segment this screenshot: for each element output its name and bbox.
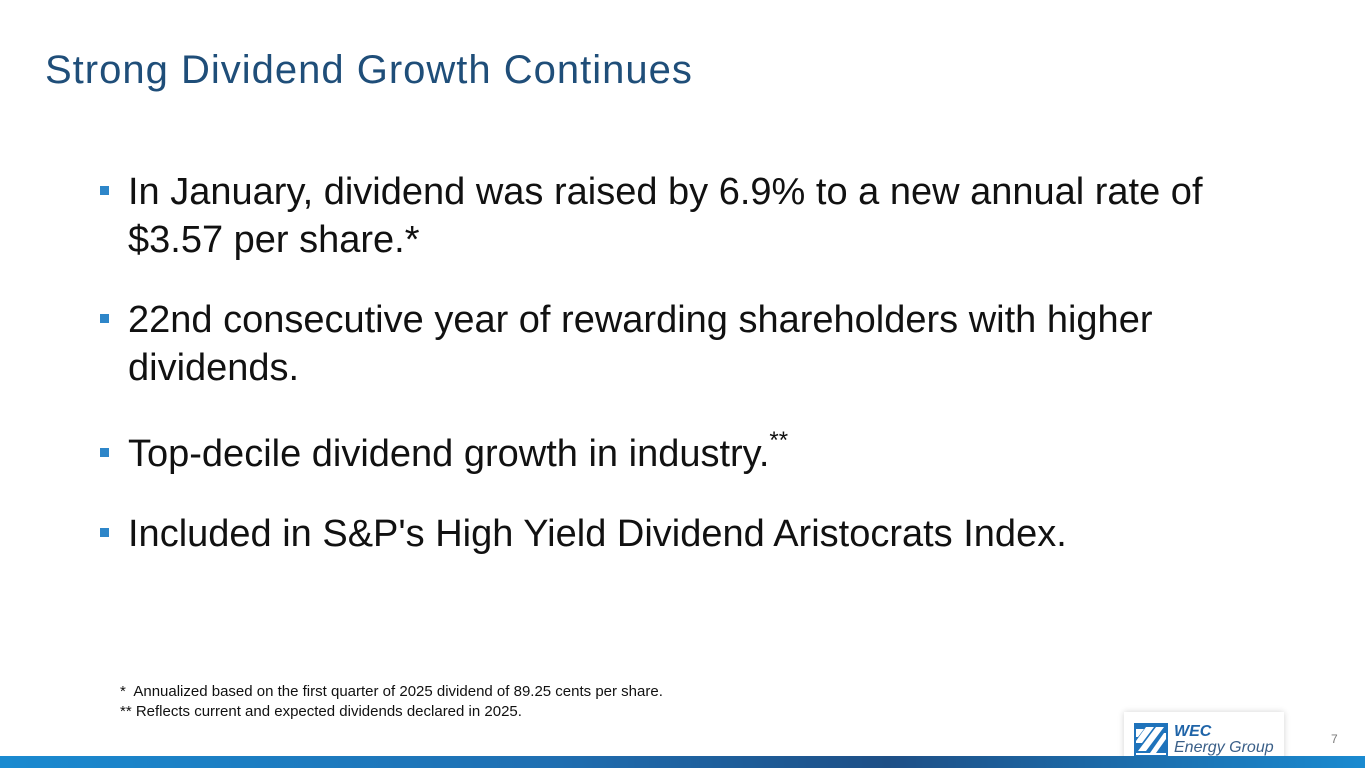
- footnotes: * Annualized based on the first quarter …: [120, 682, 663, 722]
- bullet-item: Top-decile dividend growth in industry.*…: [98, 427, 1298, 478]
- footnote-1: * Annualized based on the first quarter …: [120, 683, 663, 700]
- square-bullet-icon: [100, 448, 109, 457]
- bottom-accent-bar: [0, 756, 1365, 768]
- logo-wordmark: WEC Energy Group: [1174, 724, 1274, 756]
- footnote-2: ** Reflects current and expected dividen…: [120, 703, 522, 720]
- bullet-text: In January, dividend was raised by 6.9% …: [128, 171, 1203, 261]
- bullet-item: 22nd consecutive year of rewarding share…: [98, 296, 1298, 392]
- wec-logo-icon: [1134, 723, 1168, 757]
- company-logo: WEC Energy Group: [1124, 712, 1284, 768]
- bullet-item: Included in S&P's High Yield Dividend Ar…: [98, 510, 1298, 558]
- bullet-item: In January, dividend was raised by 6.9% …: [98, 168, 1298, 264]
- bullet-list: In January, dividend was raised by 6.9% …: [98, 168, 1298, 558]
- bullet-text: 22nd consecutive year of rewarding share…: [128, 299, 1153, 389]
- footnote-marker: **: [769, 427, 789, 455]
- logo-line-1: WEC: [1174, 723, 1212, 740]
- square-bullet-icon: [100, 528, 109, 537]
- square-bullet-icon: [100, 314, 109, 323]
- logo-line-2: Energy Group: [1174, 739, 1274, 756]
- square-bullet-icon: [100, 186, 109, 195]
- bullet-text: Top-decile dividend growth in industry.: [128, 433, 770, 475]
- bullet-text: Included in S&P's High Yield Dividend Ar…: [128, 513, 1067, 555]
- slide-title: Strong Dividend Growth Continues: [45, 48, 693, 92]
- page-number: 7: [1331, 732, 1338, 746]
